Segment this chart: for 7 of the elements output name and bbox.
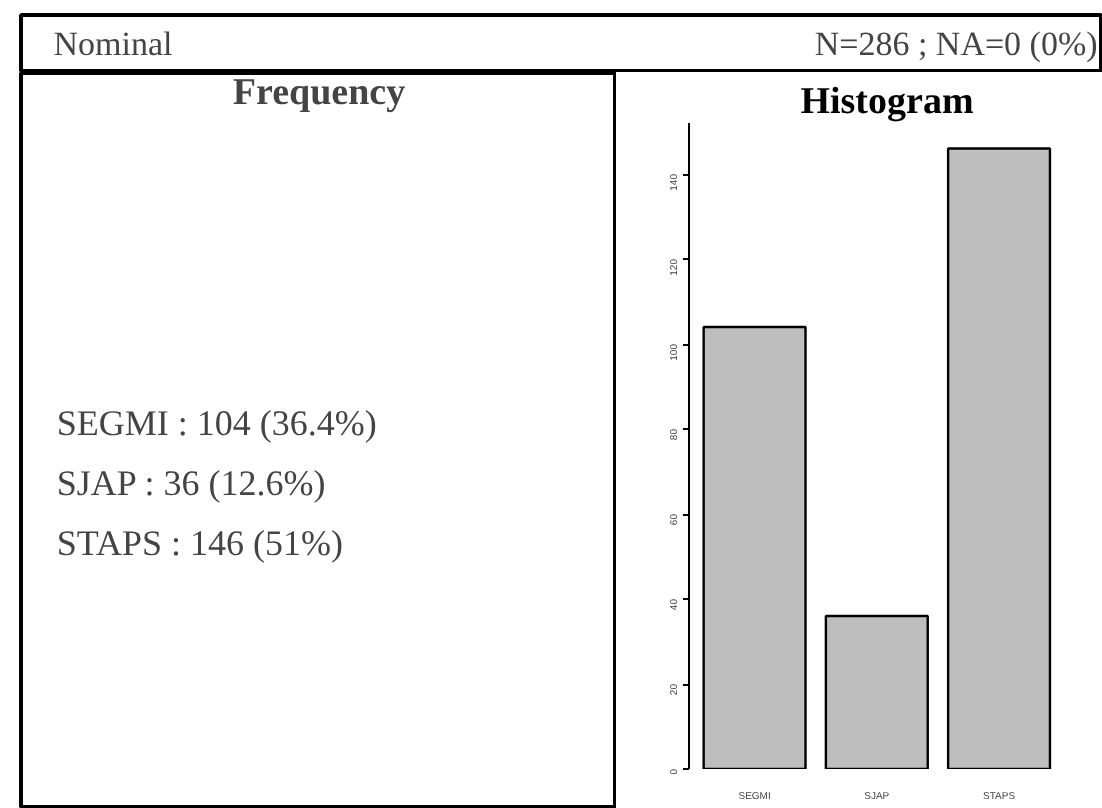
text: Frequency [232, 72, 407, 114]
text: SJAP : 36 (12.6%) [56, 463, 326, 503]
text: N=286 ; NA=0 (0%) [814, 25, 1098, 63]
text: Nominal [53, 25, 173, 63]
text: STAPS : 146 (51%) [56, 523, 343, 563]
text: SEGMI : 104 (36.4%) [56, 403, 377, 443]
chart-title: Histogram [800, 81, 974, 123]
